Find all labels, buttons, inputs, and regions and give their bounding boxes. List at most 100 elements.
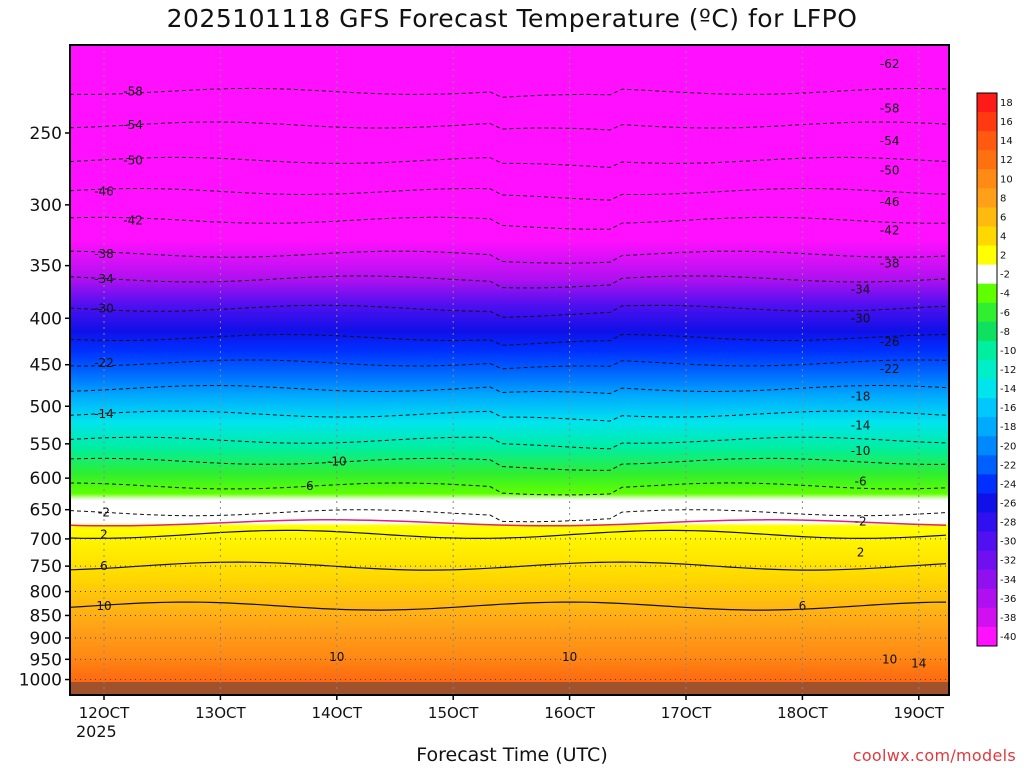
x-tick-label: 17OCT [661, 704, 712, 722]
contour-label: -30 [94, 301, 114, 315]
colorbar-swatch [977, 531, 997, 552]
y-tick-label: 500 [30, 397, 62, 417]
credit-link[interactable]: coolwx.com/models [852, 746, 1016, 765]
y-tick-label: 550 [30, 435, 62, 455]
contour-label: 14 [911, 656, 926, 670]
colorbar-tick-label: -38 [1000, 613, 1016, 624]
colorbar-tick-label: 18 [1000, 98, 1013, 109]
colorbar-swatch [977, 512, 997, 533]
colorbar-swatch [977, 436, 997, 456]
colorbar-tick-label: -34 [1000, 575, 1016, 586]
ground-bar [70, 682, 949, 695]
colorbar-tick-label: 4 [1000, 232, 1006, 243]
contour-label: -34 [851, 283, 871, 297]
x-tick-label: 15OCT [428, 704, 479, 722]
y-tick-label: 400 [30, 309, 62, 329]
x-tick-label: 13OCT [195, 704, 246, 722]
colorbar-tick-label: -2 [1000, 270, 1010, 281]
colorbar-tick-label: -22 [1000, 460, 1016, 471]
colorbar-swatch [977, 379, 997, 399]
colorbar-swatch [977, 359, 997, 380]
colorbar-swatch [977, 398, 997, 418]
contour-label: -10 [851, 444, 871, 458]
plot-area: -58-54-50-46-42-38-34-30-22-14-10-6-2261… [69, 44, 950, 696]
contour-label: -22 [94, 356, 114, 370]
y-tick-label: 950 [30, 650, 62, 670]
colorbar-tick-label: -30 [1000, 537, 1016, 548]
colorbar-tick-label: -4 [1000, 289, 1010, 300]
y-tick-label: 250 [30, 124, 62, 144]
colorbar-tick-label: -28 [1000, 518, 1016, 529]
contour-label: -42 [880, 223, 900, 237]
contour-line-solid [70, 561, 947, 571]
colorbar-swatch [977, 626, 997, 647]
contour-label: -46 [880, 195, 900, 209]
contour-label: 6 [799, 599, 807, 613]
colorbar-tick-label: 10 [1000, 174, 1013, 185]
colorbar-swatch [977, 283, 997, 304]
colorbar-tick-label: -16 [1000, 403, 1016, 414]
colorbar-tick-label: -6 [1000, 308, 1010, 319]
contour-label: -42 [123, 213, 143, 227]
colorbar-swatch [977, 455, 997, 475]
colorbar-tick-label: 16 [1000, 117, 1013, 128]
contour-label: 10 [882, 652, 897, 666]
contour-label: -6 [855, 474, 867, 488]
contour-label: -6 [302, 479, 314, 493]
contour-label: -46 [94, 184, 114, 198]
contour-label: -14 [94, 407, 114, 421]
y-tick-label: 900 [30, 629, 62, 649]
contour-label: -58 [123, 84, 143, 98]
colorbar-tick-label: -14 [1000, 384, 1016, 395]
colorbar-tick-label: 14 [1000, 136, 1013, 147]
temperature-field [70, 45, 949, 695]
contour-line-solid [70, 601, 947, 611]
contour-label: -14 [851, 418, 871, 432]
y-tick-label: 450 [30, 356, 62, 376]
colorbar-tick-label: -20 [1000, 441, 1016, 452]
contour-label: -50 [880, 164, 900, 178]
contour-label: 2 [857, 546, 865, 560]
contour-label: -54 [123, 118, 143, 132]
contour-label: -38 [94, 247, 114, 261]
contour-line-solid [70, 529, 947, 540]
colorbar-tick-label: 8 [1000, 193, 1006, 204]
colorbar-swatch [977, 550, 997, 571]
colorbar-tick-label: 6 [1000, 212, 1006, 223]
plot-frame [69, 44, 950, 696]
colorbar-swatch [977, 302, 997, 323]
colorbar-tick-label: -40 [1000, 632, 1016, 643]
contour-lines [70, 87, 947, 611]
x-year-label: 2025 [76, 722, 117, 741]
contour-label: -62 [880, 57, 900, 71]
contour-label: -10 [327, 454, 347, 468]
contour-label: 10 [96, 599, 111, 613]
colorbar-swatch [977, 131, 997, 151]
colorbar-swatch [977, 245, 997, 266]
colorbar-swatch [977, 264, 997, 285]
colorbar-tick-label: -36 [1000, 594, 1016, 605]
contour-label: -58 [880, 102, 900, 116]
y-tick-label: 800 [30, 583, 62, 603]
colorbar-tick-label: -12 [1000, 365, 1016, 376]
freezing-line [70, 519, 947, 527]
y-tick-label: 1000 [19, 671, 62, 691]
x-tick-label: 18OCT [777, 704, 828, 722]
contour-label: -2 [855, 515, 867, 529]
contour-label: -34 [94, 272, 114, 286]
contour-label: 10 [329, 650, 344, 664]
contour-label: -22 [880, 362, 900, 376]
colorbar-swatch [977, 474, 997, 494]
colorbar-swatch [977, 321, 997, 342]
colorbar-swatch [977, 417, 997, 437]
contour-label: 10 [562, 650, 577, 664]
contour-label: 2 [100, 527, 108, 541]
y-tick-label: 850 [30, 606, 62, 626]
contour-label: -50 [123, 153, 143, 167]
contour-label: -26 [880, 335, 900, 349]
colorbar-swatch [977, 493, 997, 514]
contour-label: -18 [851, 390, 871, 404]
colorbar-tick-label: -10 [1000, 346, 1016, 357]
contour-label: -38 [880, 256, 900, 270]
colorbar-swatch [977, 169, 997, 189]
